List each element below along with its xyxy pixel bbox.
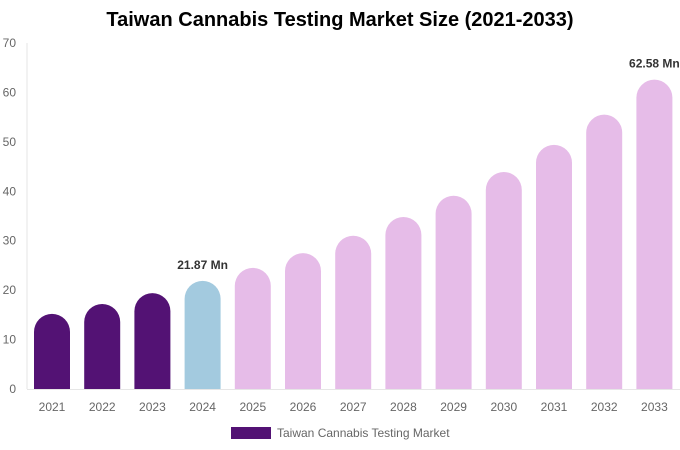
- x-tick-label: 2032: [591, 400, 618, 414]
- x-tick-label: 2022: [89, 400, 116, 414]
- bar-2030: [485, 172, 522, 389]
- x-tick-label: 2024: [189, 400, 216, 414]
- y-tick-label: 20: [3, 283, 17, 297]
- bar-2033: [636, 79, 673, 390]
- y-tick-label: 50: [3, 135, 17, 149]
- bar-2032: [586, 114, 623, 389]
- x-tick-label: 2021: [39, 400, 66, 414]
- y-tick-label: 40: [3, 184, 17, 198]
- x-tick-label: 2030: [490, 400, 517, 414]
- bar-2029: [435, 195, 472, 389]
- legend: Taiwan Cannabis Testing Market: [231, 426, 450, 440]
- x-tick-label: 2028: [390, 400, 417, 414]
- bar-2031: [536, 144, 572, 389]
- bar-2023: [134, 293, 171, 389]
- x-tick-label: 2033: [641, 400, 668, 414]
- legend-label: Taiwan Cannabis Testing Market: [277, 426, 450, 440]
- y-tick-label: 60: [3, 85, 17, 99]
- x-tick-label: 2027: [340, 400, 367, 414]
- data-label: 21.87 Mn: [177, 258, 228, 272]
- x-tick-label: 2025: [239, 400, 266, 414]
- legend-swatch: [231, 427, 271, 439]
- bar-2022: [84, 303, 121, 389]
- bar-2025: [234, 267, 271, 389]
- y-tick-label: 30: [3, 234, 17, 248]
- bar-2024: [184, 280, 221, 389]
- x-tick-label: 2023: [139, 400, 166, 414]
- x-tick-label: 2029: [440, 400, 467, 414]
- data-label: 62.58 Mn: [629, 57, 680, 71]
- y-tick-label: 70: [3, 36, 17, 50]
- x-tick-label: 2026: [290, 400, 317, 414]
- y-tick-label: 10: [3, 333, 17, 347]
- bar-2028: [385, 216, 422, 389]
- bar-2027: [335, 235, 372, 389]
- x-tick-label: 2031: [541, 400, 568, 414]
- bar-2026: [285, 253, 321, 389]
- y-tick-label: 0: [9, 382, 16, 396]
- chart-title: Taiwan Cannabis Testing Market Size (202…: [106, 9, 574, 31]
- bar-2021: [34, 313, 70, 389]
